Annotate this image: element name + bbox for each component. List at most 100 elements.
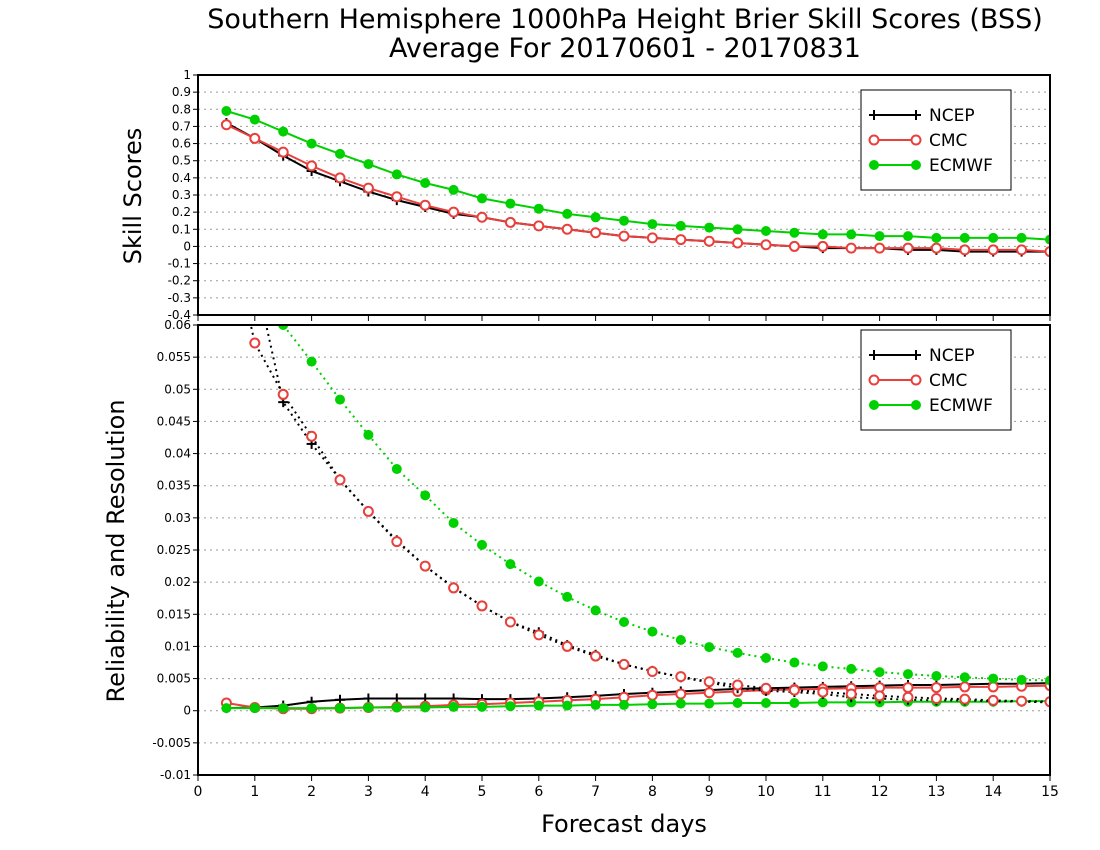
data-point <box>504 616 516 628</box>
data-point <box>391 191 403 203</box>
y-tick-label: 0.025 <box>157 543 191 557</box>
legend-label: ECMWF <box>929 396 993 416</box>
y-tick-label: 0.4 <box>172 171 191 185</box>
y-tick-label: -0.1 <box>168 257 191 271</box>
y-tick-label: 0 <box>183 239 191 253</box>
data-point <box>619 617 629 627</box>
data-point <box>647 219 658 230</box>
data-point <box>646 666 658 677</box>
data-point <box>420 178 431 188</box>
data-point <box>334 474 346 486</box>
legend-label: NCEP <box>929 106 975 126</box>
y-tick-label: 0.035 <box>157 479 191 493</box>
x-tick-label: 9 <box>705 784 714 800</box>
data-point <box>363 159 374 170</box>
data-point <box>903 669 913 680</box>
data-point <box>420 702 431 713</box>
data-point <box>618 230 630 242</box>
legend-item-ecmwf: ECMWF <box>869 396 993 416</box>
data-point <box>930 242 942 254</box>
data-point <box>618 658 630 670</box>
legend-label: ECMWF <box>929 156 993 176</box>
data-point <box>647 626 658 637</box>
y-tick-label: 0.1 <box>172 222 191 236</box>
data-point <box>931 671 942 681</box>
data-point <box>704 642 715 653</box>
legend-item-ncep: NCEP <box>869 346 975 366</box>
data-point <box>959 232 970 243</box>
data-point <box>959 244 971 256</box>
data-point <box>874 690 886 702</box>
y-tick-label: -0.4 <box>168 308 191 322</box>
data-point <box>704 222 715 233</box>
data-point <box>278 126 289 137</box>
x-tick-label: 3 <box>364 784 373 800</box>
legend-item-cmc: CMC <box>868 131 967 151</box>
series-line <box>249 325 1050 703</box>
y-tick-label: 1 <box>183 68 191 82</box>
data-point <box>476 600 488 612</box>
data-point <box>1044 246 1050 258</box>
data-point <box>1045 675 1050 686</box>
data-point <box>334 172 346 184</box>
y-tick-label: 0.9 <box>172 85 191 99</box>
data-point <box>306 160 318 172</box>
legend-item-ecmwf: ECMWF <box>869 156 993 176</box>
reliability-resolution-panel: 0.06 0.055 0.05 0.045 0.04 0.035 0.03 0.025 0.02… <box>152 269 1051 782</box>
data-point <box>874 242 886 254</box>
data-point <box>420 490 431 501</box>
data-point <box>675 635 686 645</box>
data-point <box>845 242 857 254</box>
data-point <box>732 698 743 708</box>
data-point <box>448 206 460 218</box>
data-point <box>306 138 317 149</box>
data-point <box>448 701 459 712</box>
data-point <box>987 694 999 706</box>
data-point <box>902 242 914 254</box>
data-point <box>504 216 516 228</box>
data-point <box>362 182 374 194</box>
data-point <box>646 689 658 701</box>
data-point <box>250 269 260 279</box>
data-point <box>363 693 374 704</box>
data-point <box>703 687 715 699</box>
y-tick-label: 0.8 <box>172 102 191 116</box>
data-point <box>590 227 602 239</box>
bottom-y-axis-label: Reliability and Resolution <box>102 399 130 702</box>
data-point <box>562 700 573 711</box>
legend-marker <box>910 134 922 146</box>
data-point <box>647 699 658 710</box>
data-point <box>590 650 602 662</box>
data-point <box>306 430 318 442</box>
legend-marker <box>869 160 879 170</box>
data-point <box>789 227 800 238</box>
x-tick-label: 6 <box>534 784 543 800</box>
data-point <box>703 235 715 247</box>
y-tick-label: 0.02 <box>164 575 191 589</box>
data-point <box>817 697 828 708</box>
data-point <box>988 232 999 243</box>
x-tick-label: 10 <box>757 784 775 800</box>
data-point <box>846 697 857 708</box>
data-point <box>675 671 687 683</box>
data-point <box>561 640 573 652</box>
data-point <box>959 681 971 693</box>
x-tick-label: 4 <box>421 784 430 800</box>
data-point <box>335 703 345 714</box>
data-point <box>476 211 488 223</box>
data-point <box>987 244 999 256</box>
legend-item-ncep: NCEP <box>869 106 975 126</box>
data-point <box>533 700 544 711</box>
series-line <box>282 325 1050 682</box>
data-point <box>590 605 601 616</box>
x-tick-label: 8 <box>648 784 657 800</box>
legend: NCEP CMC ECMWF <box>860 329 1012 431</box>
x-tick-label: 1 <box>250 784 259 800</box>
data-point <box>249 132 261 144</box>
data-point <box>249 703 260 714</box>
x-tick-label: 13 <box>927 784 945 800</box>
data-point <box>221 703 232 714</box>
data-point <box>874 667 885 678</box>
chart-title-line2: Average For 20170601 - 20170831 <box>389 33 861 64</box>
data-point <box>277 388 289 400</box>
